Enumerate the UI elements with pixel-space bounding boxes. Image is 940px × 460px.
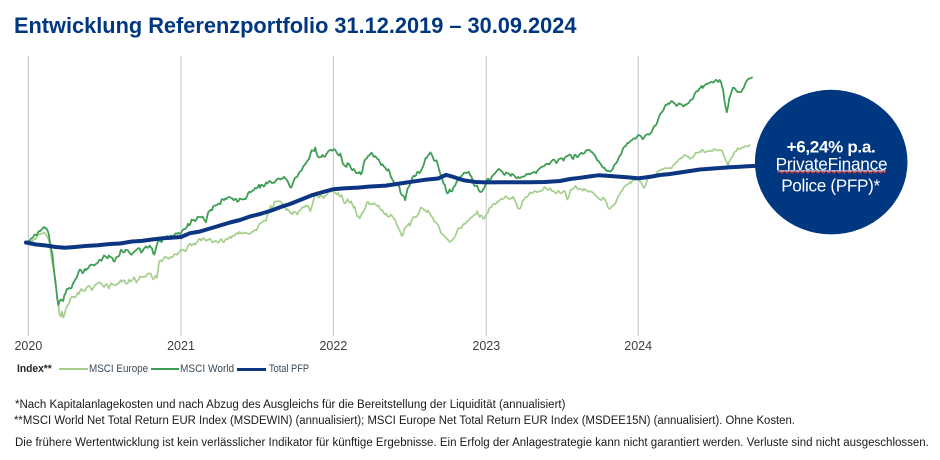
svg-text:Police (PFP)*: Police (PFP)* (781, 175, 880, 195)
svg-text:PrivateFinance: PrivateFinance (776, 154, 888, 174)
svg-text:+6,24% p.a.: +6,24% p.a. (787, 137, 876, 156)
